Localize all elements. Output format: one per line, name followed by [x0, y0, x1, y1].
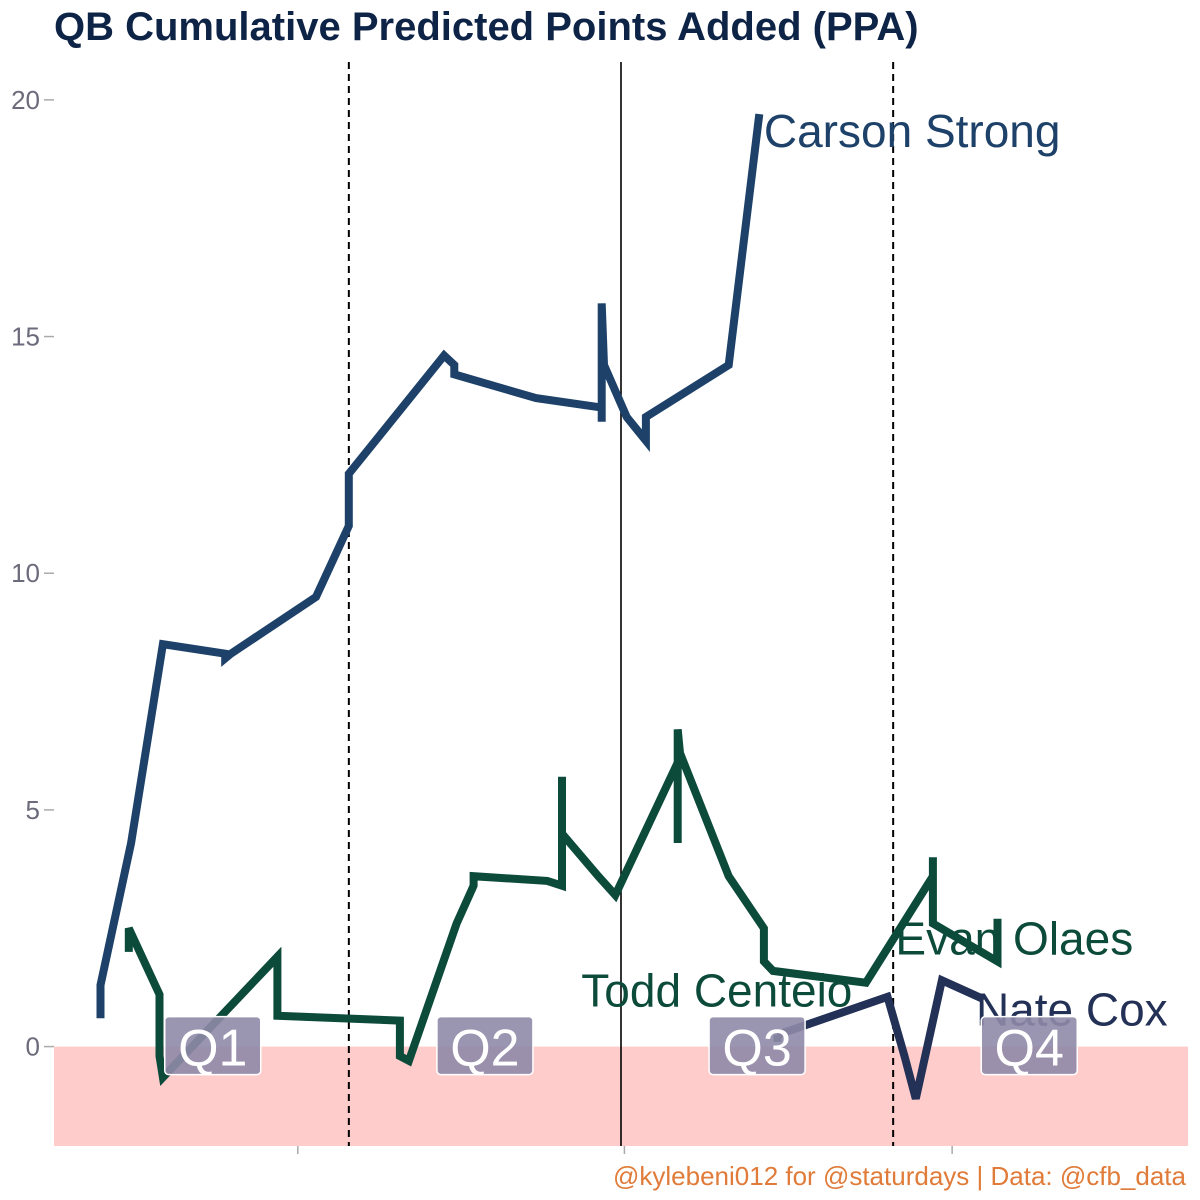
quarter-label: Q3: [722, 1020, 791, 1078]
series-line-carson-strong: [96, 113, 764, 1019]
quarter-badge-q2: Q2: [436, 1015, 534, 1078]
quarter-lines: [347, 62, 895, 1146]
x-axis: [297, 1146, 953, 1154]
quarter-badge-box: [436, 1015, 534, 1076]
quarter-label: Q2: [450, 1020, 519, 1078]
y-tick-label: 0: [26, 1032, 40, 1062]
quarter-badge-q4: Q4: [980, 1015, 1078, 1078]
series-label-todd-centeio: Todd Centeio: [581, 964, 852, 1016]
series-line-nate-cox: [776, 974, 986, 1100]
y-tick-label: 10: [11, 558, 40, 588]
quarter-badge-box: [980, 1015, 1078, 1076]
series-line-evan-olaes: [124, 729, 1002, 1087]
quarter-label: Q1: [178, 1020, 247, 1078]
quarter-badge-box: [708, 1015, 806, 1076]
quarter-badges: Q1 Q2 Q3 Q4: [164, 1015, 1078, 1078]
y-axis: 0 5 10 15 20: [11, 85, 54, 1062]
chart-caption: @kylebeni012 for @staturdays | Data: @cf…: [613, 1161, 1187, 1191]
series-label-carson-strong: Carson Strong: [764, 105, 1061, 157]
quarter-badge-q3: Q3: [708, 1015, 806, 1078]
series-lines: [96, 113, 1002, 1100]
quarter-badge-box: [164, 1015, 262, 1076]
quarter-badge-q1: Q1: [164, 1015, 262, 1078]
y-tick-label: 5: [26, 795, 40, 825]
y-tick-label: 20: [11, 85, 40, 115]
y-tick-label: 15: [11, 322, 40, 352]
quarter-label: Q4: [995, 1020, 1064, 1078]
chart-title: QB Cumulative Predicted Points Added (PP…: [54, 5, 919, 49]
series-label-evan-olaes: Evan Olaes: [895, 912, 1133, 964]
